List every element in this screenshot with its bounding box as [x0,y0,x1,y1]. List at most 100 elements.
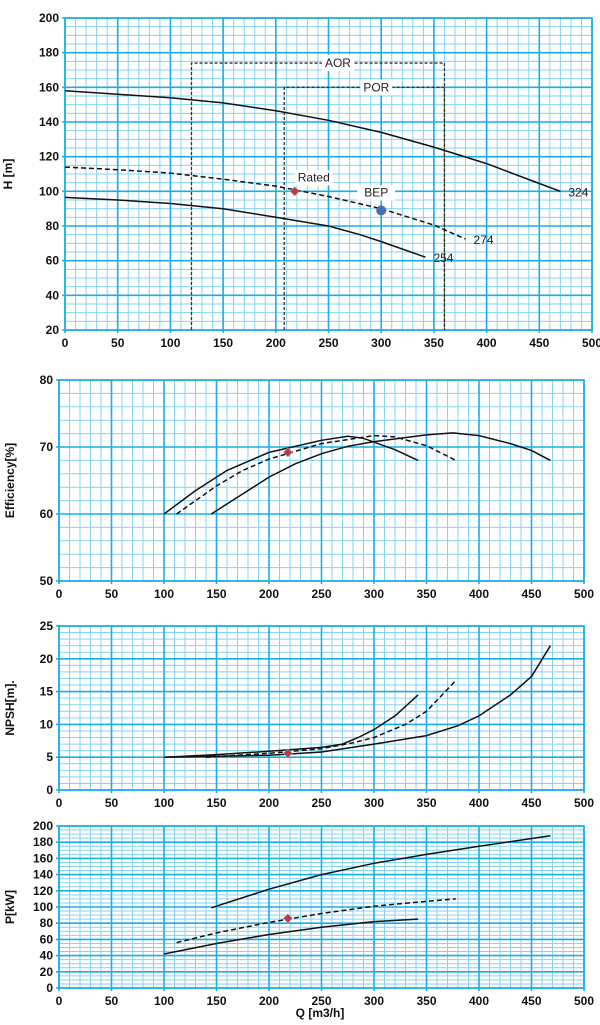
x-tick-label: 0 [62,336,69,350]
y-tick-label: 50 [40,574,54,588]
rated-point-marker [282,913,293,924]
curve-series-1 [211,834,551,909]
x-tick-label: 200 [259,994,279,1008]
x-tick-label: 50 [111,336,125,350]
curve-series-2 [176,898,456,944]
x-tick-label: 150 [206,994,226,1008]
x-tick-label: 450 [521,796,541,810]
y-tick-label: 200 [33,819,53,833]
y-tick-label: 80 [46,219,60,233]
curve-324 [64,90,561,193]
y-tick-label: 80 [40,916,54,930]
region-label-bg [360,79,393,96]
bep-point-marker [376,205,387,216]
y-axis-label: Efficiency[%] [3,443,17,518]
y-tick-label: 180 [33,835,53,849]
curve-274 [64,166,466,240]
x-tick-label: 450 [521,994,541,1008]
x-tick-label: 300 [364,587,384,601]
x-tick-label: 250 [311,796,331,810]
subplot-4: 0 50 100 150 200 250 300 350 400 450 500 0 20 40 60 80 1… [3,819,594,1008]
x-tick-label: 200 [259,587,279,601]
x-tick-label: 100 [154,587,174,601]
region-label: AOR [325,56,351,70]
plot-frame [58,379,585,582]
curve-series-3 [163,435,419,515]
y-tick-label: 140 [33,868,53,882]
y-tick-label: 5 [46,750,53,764]
region-label: POR [363,80,389,94]
x-tick-label: 0 [56,994,63,1008]
marker-label: BEP [364,185,388,199]
y-tick-label: 80 [40,373,54,387]
y-tick-label: 40 [46,288,60,302]
x-tick-label: 500 [574,994,594,1008]
y-tick-label: 20 [40,965,54,979]
y-tick-label: 140 [39,115,59,129]
region-label-bg [321,55,354,72]
y-tick-label: 100 [33,900,53,914]
x-tick-label: 400 [469,587,489,601]
y-tick-label: 25 [40,619,54,633]
x-tick-label: 0 [56,587,63,601]
y-tick-label: 70 [40,440,54,454]
x-tick-label: 50 [105,796,119,810]
x-tick-label: 200 [266,336,286,350]
x-tick-label: 350 [416,587,436,601]
x-tick-label: 250 [311,587,331,601]
y-tick-label: 60 [40,507,54,521]
x-tick-label: 350 [424,336,444,350]
marker-label-bg [357,185,396,201]
x-tick-label: 0 [56,796,63,810]
x-tick-label: 400 [477,336,497,350]
x-tick-label: 250 [311,994,331,1008]
y-tick-label: 20 [46,323,60,337]
plot-frame [58,625,585,791]
x-tick-label: 200 [259,796,279,810]
curve-label: 324 [568,185,588,199]
x-axis-label: Q [m3/h] [295,1006,345,1020]
x-tick-label: 350 [416,994,436,1008]
subplot-2: 0 50 100 150 200 250 300 350 400 450 50050607080Ef… [3,373,594,601]
y-tick-label: 100 [39,184,59,198]
x-tick-label: 400 [469,994,489,1008]
x-tick-label: 400 [469,796,489,810]
x-tick-label: 150 [206,796,226,810]
x-tick-label: 150 [206,587,226,601]
curve-series-3 [163,645,552,758]
y-tick-label: 0 [46,783,53,797]
y-tick-label: 20 [40,652,54,666]
y-tick-label: 0 [46,981,53,995]
y-axis-label: P[kW] [3,890,17,924]
x-tick-label: 300 [371,336,391,350]
x-tick-label: 50 [105,994,119,1008]
x-tick-label: 450 [529,336,549,350]
x-tick-label: 450 [521,587,541,601]
rated-point-marker [282,447,293,458]
curve-254 [64,196,426,258]
marker-label-bg [294,170,333,186]
curve-series-2 [176,434,457,515]
subplot-3: 0 50 100 150 200 250 300 350 400 450 500 0 5 10 15 20 25… [3,619,594,810]
y-tick-label: 10 [40,717,54,731]
plot-frame [58,825,585,989]
curve-series-3 [163,918,419,955]
x-tick-label: 100 [154,994,174,1008]
x-tick-label: 500 [574,796,594,810]
y-tick-label: 120 [39,150,59,164]
curve-label: 254 [433,251,453,265]
y-tick-label: 60 [46,254,60,268]
rated-point-marker [289,186,300,197]
x-tick-label: 500 [582,336,600,350]
plot-frame [64,17,593,331]
y-tick-label: 40 [40,949,54,963]
x-tick-label: 150 [213,336,233,350]
x-tick-label: 350 [416,796,436,810]
y-tick-label: 60 [40,932,54,946]
curve-series-2 [205,679,457,758]
rated-point-marker [282,748,293,759]
y-tick-label: 160 [39,80,59,94]
x-tick-label: 100 [160,336,180,350]
y-tick-label: 200 [39,11,59,25]
